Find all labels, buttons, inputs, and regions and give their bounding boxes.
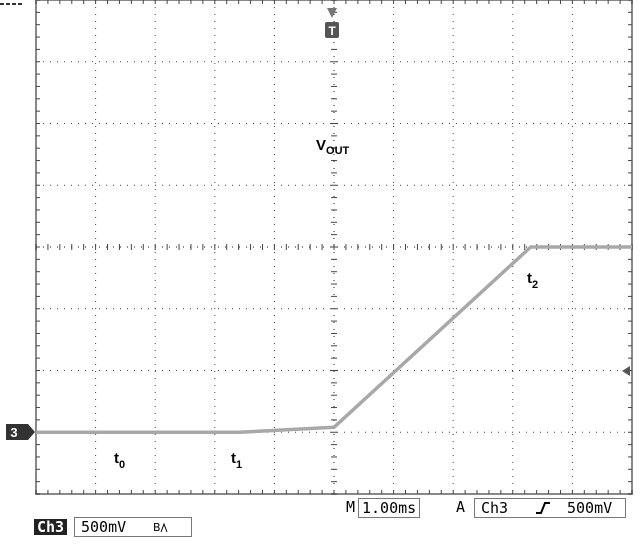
- trigger-position-label: T: [328, 24, 336, 38]
- channel-ground-marker: 3: [6, 424, 35, 440]
- timebase-label: M: [346, 498, 356, 516]
- svg-text:t1: t1: [231, 450, 242, 471]
- timebase-value: 1.00ms: [358, 498, 421, 518]
- channel-tag: Ch3: [34, 519, 68, 535]
- svg-text:t0: t0: [114, 450, 125, 471]
- channel-scale: 500mV: [81, 518, 127, 536]
- vout-series-line: [36, 245, 632, 435]
- t0-annotation: t0: [114, 450, 125, 471]
- svg-text:VOUT: VOUT: [316, 137, 350, 157]
- trigger-readout: Ch3 500mV: [474, 498, 626, 518]
- trigger-level-arrow: [622, 366, 630, 376]
- channel-ground-label: 3: [10, 425, 17, 440]
- trigger-level: 500mV: [567, 499, 613, 517]
- acquisition-label: A: [456, 498, 466, 516]
- status-bar: M 1.00ms A Ch3 500mV: [36, 498, 632, 518]
- vout-annotation: VOUT: [316, 137, 350, 157]
- trigger-position-marker: T: [325, 8, 339, 38]
- rising-edge-icon: [536, 502, 550, 514]
- channel-scale-box: 500mV B: [74, 517, 192, 537]
- svg-text:t2: t2: [527, 270, 538, 291]
- bandwidth-limit-icon: B: [153, 521, 168, 534]
- top-left-marker: [0, 3, 22, 5]
- t2-annotation: t2: [527, 270, 538, 291]
- trigger-source: Ch3: [481, 499, 509, 517]
- svg-text:B: B: [153, 521, 161, 534]
- t1-annotation: t1: [231, 450, 242, 471]
- waveform-trace: [36, 245, 632, 435]
